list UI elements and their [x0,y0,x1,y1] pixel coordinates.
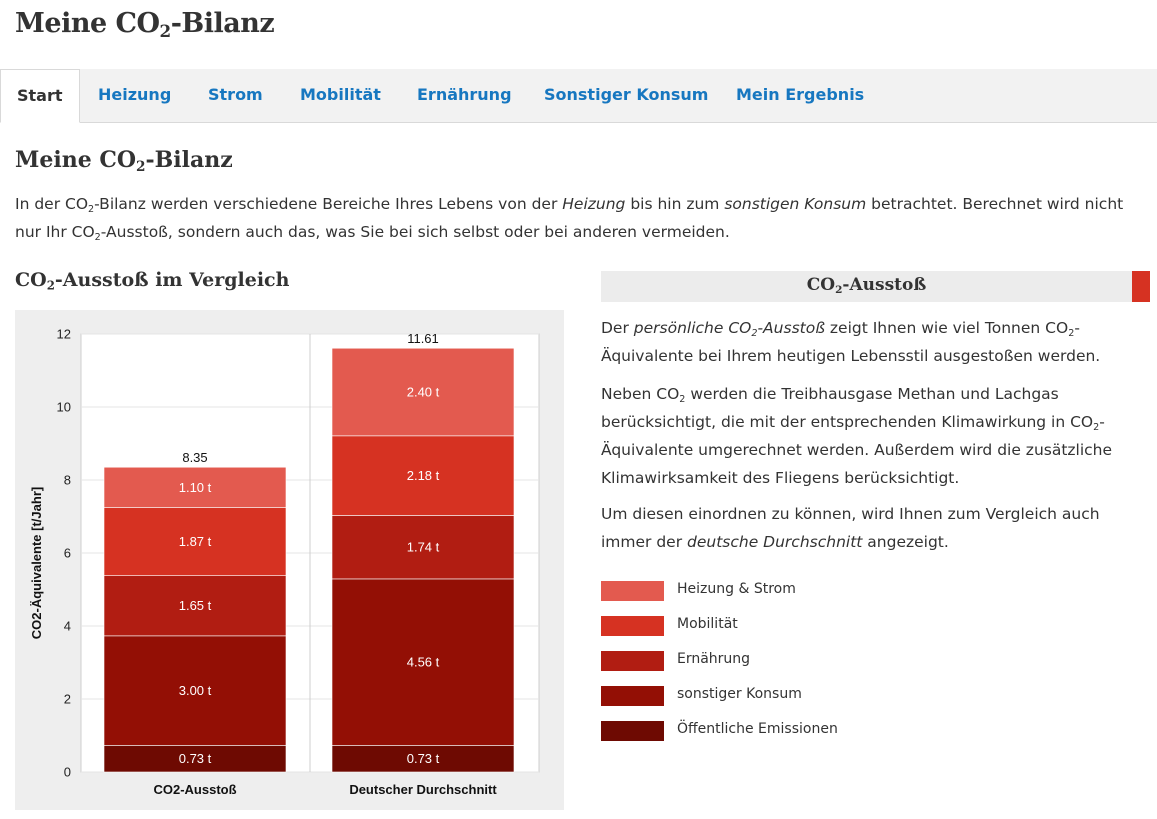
data-label: 3.00 t [179,683,212,698]
data-label: 2.40 t [407,385,440,400]
tab-ernaehrung[interactable]: Ernährung [417,85,512,104]
data-label: 4.56 t [407,655,440,670]
total-label: 11.61 [407,331,439,346]
intro-text: In der CO2-Bilanz werden verschiedene Be… [15,195,1124,243]
info-paragraph-2: Neben CO2 werden die Treibhausgase Metha… [601,385,1113,487]
legend-swatch [601,686,664,706]
legend-swatch [601,616,664,636]
info-paragraph-1: Der persönliche CO2-Ausstoß zeigt Ihnen … [601,319,1101,365]
info-paragraph-3: Um diesen einordnen zu können, wird Ihne… [601,505,1100,551]
x-category-label: Deutscher Durchschnitt [349,782,497,797]
bar-segment [103,507,287,576]
y-tick-label: 12 [57,327,71,342]
legend-label: Mobilität [677,616,738,632]
y-tick-label: 2 [64,692,71,707]
y-tick-label: 10 [57,400,71,415]
legend-swatch [601,721,664,741]
tab-bar: Start Heizung Strom Mobilität Ernährung … [0,69,1157,123]
data-label: 0.73 t [407,751,440,766]
bar-segment [331,435,515,516]
data-label: 1.10 t [179,480,212,495]
x-category-label: CO2-Ausstoß [153,782,236,797]
page-title: Meine CO2-Bilanz [15,147,233,176]
bar-segment [103,745,287,773]
legend-label: Öffentliche Emissionen [677,721,838,737]
y-tick-label: 8 [64,473,71,488]
bar-segment [331,515,515,580]
info-header-marker [1132,271,1150,302]
data-label: 1.65 t [179,598,212,613]
chart-heading: CO2-Ausstoß im Vergleich [15,269,290,293]
info-header-title: CO2-Ausstoß [806,275,927,297]
tab-mobilitaet[interactable]: Mobilität [300,85,381,104]
y-tick-label: 0 [64,765,71,780]
co2-chart: 0 2 4 6 8 10 12 CO2-Äquivalente [t/Jahr] 0.73 t 3… [15,310,564,810]
data-label: 1.74 t [407,540,440,555]
legend-label: Ernährung [677,651,751,667]
tab-sonstiger-konsum[interactable]: Sonstiger Konsum [544,85,709,104]
legend-label: Heizung & Strom [677,581,796,597]
bar-segment [103,575,287,637]
data-label: 1.87 t [179,534,212,549]
bar-segment [331,347,515,437]
bar-segment [103,635,287,746]
data-label: 2.18 t [407,468,440,483]
y-tick-label: 6 [64,546,71,561]
total-label: 8.35 [182,450,207,465]
y-tick-label: 4 [64,619,71,634]
tab-mein-ergebnis[interactable]: Mein Ergebnis [736,85,865,104]
legend-swatch [601,581,664,601]
chart-svg: 0 2 4 6 8 10 12 CO2-Äquivalente [t/Jahr] 0.73 t 3… [29,327,540,797]
legend-label: sonstiger Konsum [677,686,802,702]
tab-start[interactable]: Start [0,69,80,123]
tab-strom[interactable]: Strom [208,85,263,104]
data-label: 0.73 t [179,751,212,766]
y-axis-label: CO2-Äquivalente [t/Jahr] [29,487,44,639]
app-title: Meine CO2-Bilanz [15,8,275,42]
tab-heizung[interactable]: Heizung [98,85,172,104]
bar-segment [103,466,287,508]
info-header: CO2-Ausstoß [601,271,1150,302]
legend-swatch [601,651,664,671]
bar-segment [331,578,515,746]
